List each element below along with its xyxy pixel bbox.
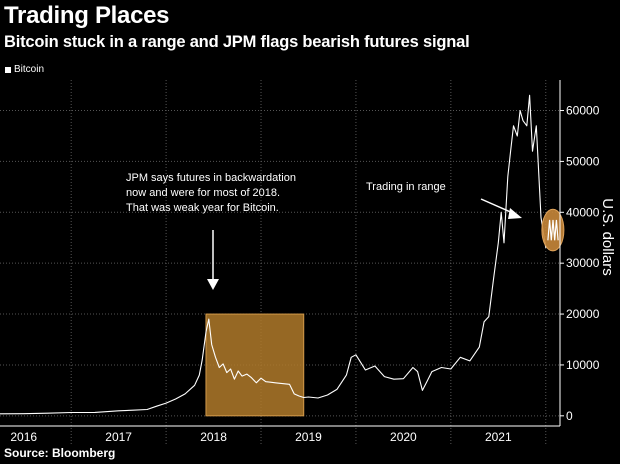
y-axis-title: U.S. dollars [599, 198, 616, 276]
x-tick-label: 2019 [295, 430, 322, 444]
jpm-note-line-2: now and were for most of 2018. [126, 187, 280, 199]
y-tick-label: 10000 [566, 358, 600, 372]
y-tick-label: 60000 [566, 104, 600, 118]
y-tick-label: 30000 [566, 256, 600, 270]
jpm-note-line-3: That was weak year for Bitcoin. [126, 202, 279, 214]
chart-subtitle: Bitcoin stuck in a range and JPM flags b… [4, 33, 470, 51]
x-tick-label: 2020 [390, 430, 417, 444]
y-tick-label: 0 [566, 409, 573, 423]
x-tick-label: 2017 [105, 430, 132, 444]
axis-layer: 0 10000 20000 30000 40000 50000 60000 2016 2017 2… [0, 80, 600, 444]
legend: Bitcoin [5, 64, 44, 75]
x-tick-label: 2016 [10, 430, 37, 444]
y-tick-label: 40000 [566, 205, 600, 219]
range-note: Trading in range [366, 181, 446, 193]
range-arrowhead-icon [508, 208, 522, 219]
highlight-layer [205, 313, 305, 417]
x-tick-label: 2018 [200, 430, 227, 444]
legend-swatch [5, 66, 11, 73]
range-arrow-icon [480, 198, 516, 215]
y-tick-label: 20000 [566, 307, 600, 321]
bitcoin-price-line [0, 94, 547, 415]
jpm-note-line-1: JPM says futures in backwardation [126, 172, 296, 184]
y-tick-label: 50000 [566, 154, 600, 168]
chart-title: Trading Places [4, 2, 170, 29]
jpm-arrowhead-icon [207, 279, 219, 290]
line-layer [0, 94, 565, 415]
range-highlight-box [205, 313, 305, 417]
x-tick-label: 2021 [485, 430, 512, 444]
range-highlight-ellipse [541, 208, 565, 252]
source-note: Source: Bloomberg [4, 446, 116, 460]
legend-label: Bitcoin [14, 64, 45, 75]
range-price-squiggle [547, 219, 559, 241]
